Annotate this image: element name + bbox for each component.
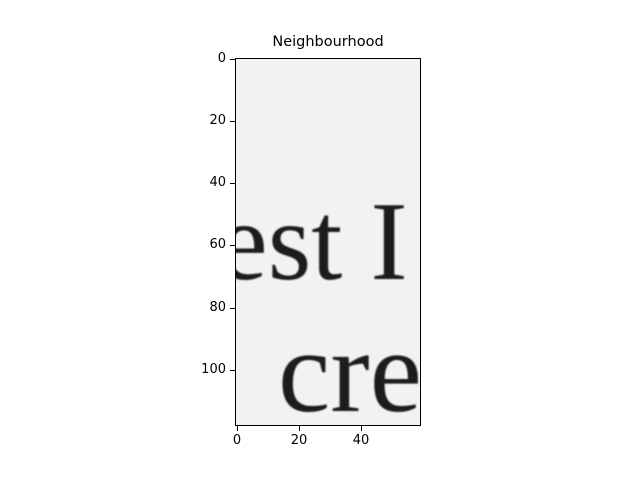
ytick-label: 60 [209,237,226,252]
ytick-label: 40 [209,175,226,190]
ytick-mark [230,183,235,184]
ytick-mark [230,308,235,309]
xtick-label: 40 [352,433,370,448]
xtick-mark [237,426,238,431]
plot-title: Neighbourhood [272,34,384,50]
ytick-label: 0 [217,51,226,66]
ytick-mark [230,370,235,371]
xtick-mark [299,426,300,431]
text-line-1: est I [236,180,408,304]
image-panel: est I cre [235,58,421,426]
xtick-label: 0 [232,433,242,448]
xtick-label: 20 [290,433,308,448]
ytick-label: 20 [209,113,226,128]
text-line-2: cre [278,306,420,425]
ytick-mark [230,59,235,60]
ytick-label: 80 [209,300,226,315]
paper-noise [236,59,420,425]
ytick-label: 100 [201,362,226,377]
ytick-mark [230,245,235,246]
image-content: est I cre [236,59,420,425]
ytick-mark [230,121,235,122]
xtick-mark [361,426,362,431]
